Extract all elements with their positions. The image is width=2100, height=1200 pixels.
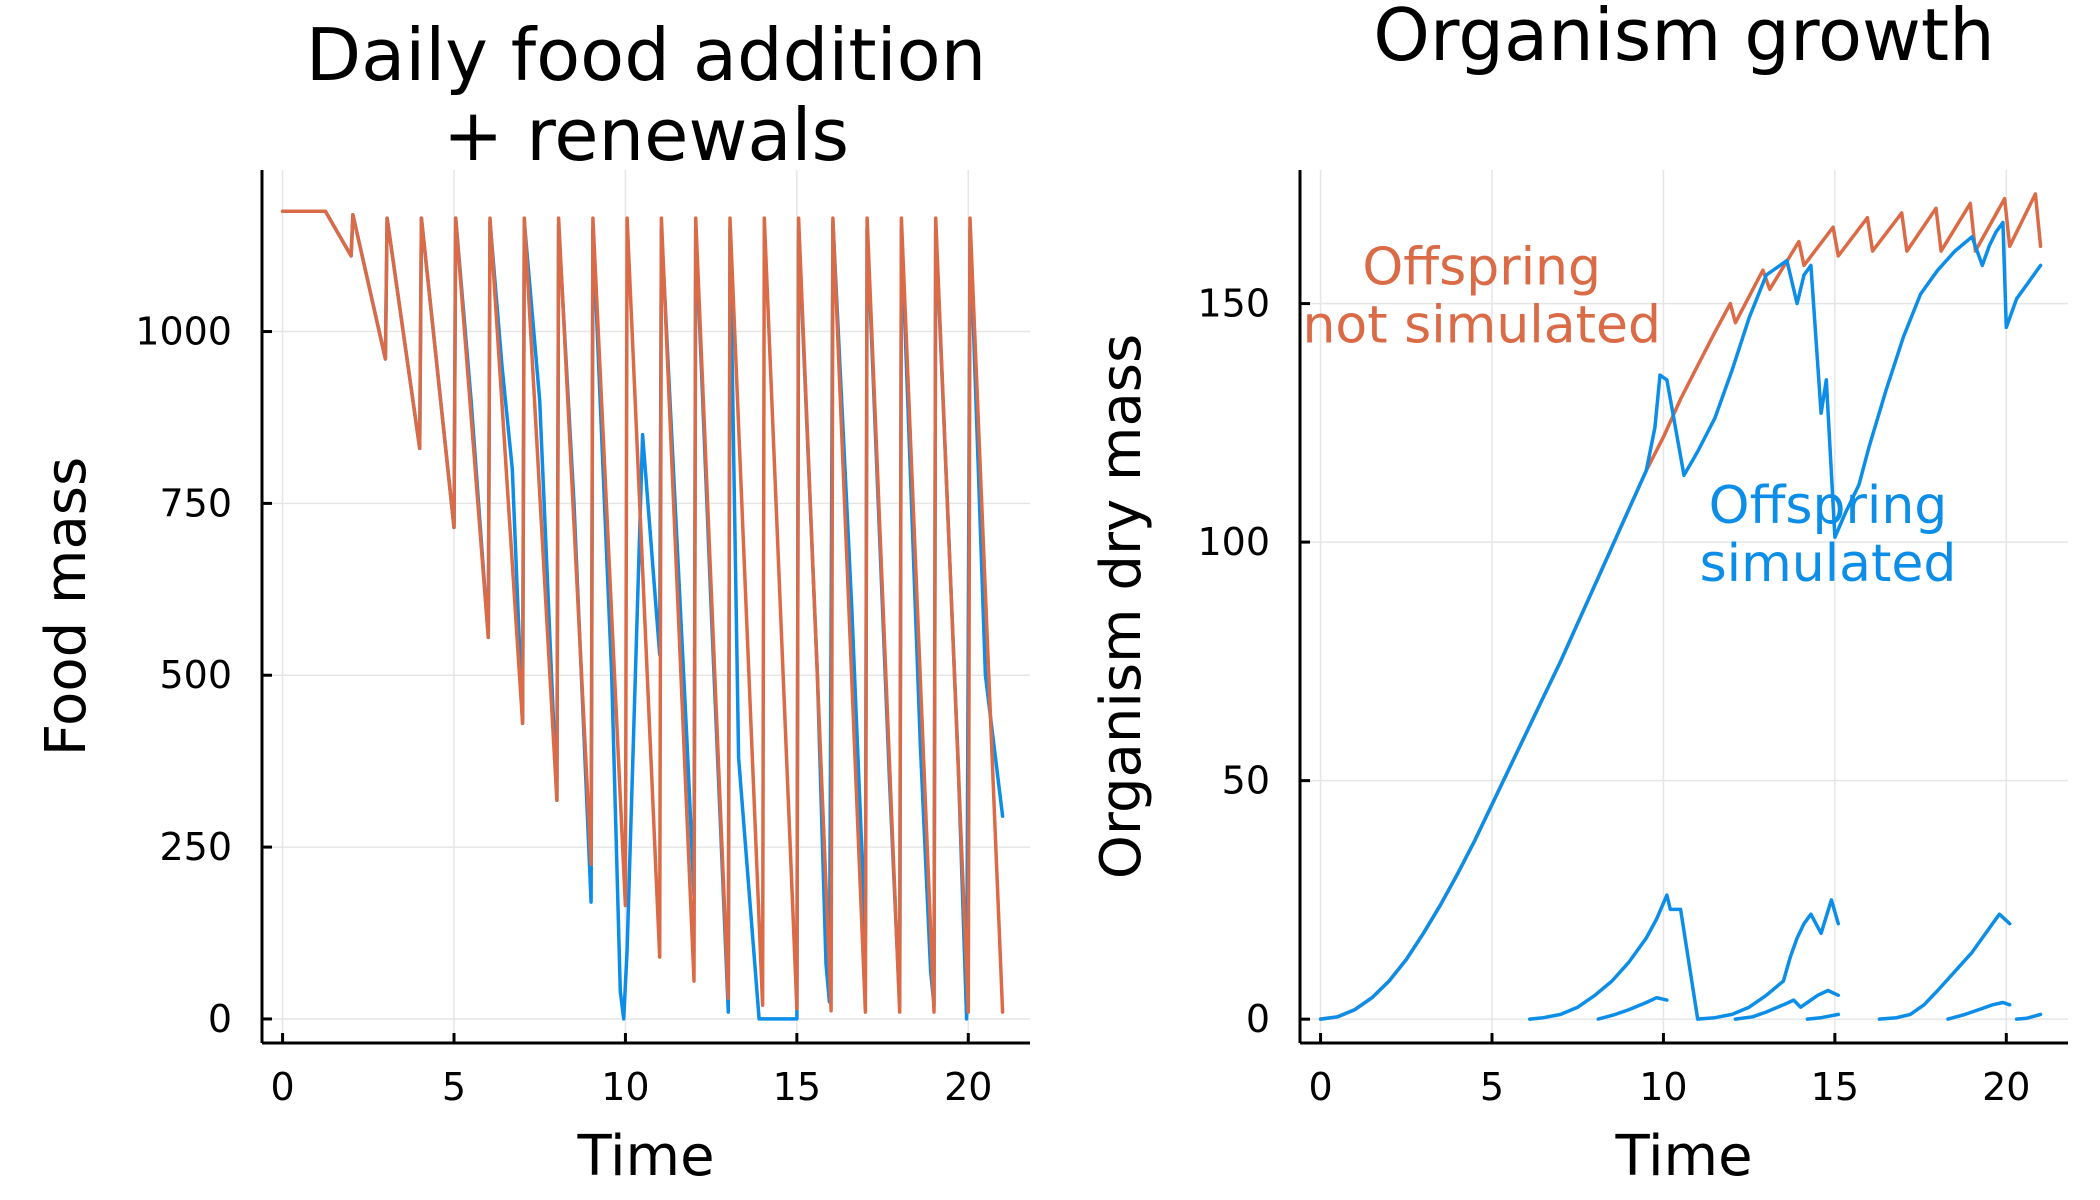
annotation-simulated: simulated: [1700, 534, 1957, 594]
annotation-simulated: Offspring: [1709, 476, 1948, 536]
series-line-simulated: [1318, 220, 2043, 1021]
y-axis-label: Food mass: [34, 457, 99, 756]
y-tick-label: 50: [1222, 759, 1270, 803]
chart-title: Organism growth: [1373, 0, 1995, 77]
chart-title: Daily food addition: [306, 13, 987, 97]
series-line-simulated: [1527, 893, 1841, 1021]
series-line-simulated: [1805, 1012, 1841, 1021]
organism-growth-panel: 0 5 10 15 20 0 50 100 150 Organism growth Time Orga…: [1089, 0, 2068, 1189]
series-line-simulated: [1946, 1000, 2012, 1021]
x-tick-label: 20: [1982, 1065, 2030, 1109]
y-tick-label: 0: [1246, 997, 1270, 1041]
series-line-simulated: [1733, 988, 1841, 1021]
series-line-simulated: [1596, 995, 1669, 1021]
x-tick-label: 20: [944, 1065, 992, 1109]
y-tick-label: 150: [1197, 282, 1270, 326]
x-axis-label: Time: [576, 1124, 714, 1189]
series-line-simulated: [2014, 1012, 2043, 1021]
series-line-not-simulated: [280, 209, 1005, 1014]
x-tick-label: 0: [270, 1065, 294, 1109]
x-tick-label: 5: [442, 1065, 466, 1109]
y-tick-label: 1000: [135, 310, 232, 354]
annotation-not-simulated: Offspring: [1362, 237, 1601, 297]
food-mass-panel: 0 5 10 15 20 0 250 500 750 1000 Daily food additio…: [34, 13, 1030, 1189]
y-tick-label: 500: [159, 653, 232, 697]
y-tick-label: 250: [159, 825, 232, 869]
x-tick-label: 5: [1480, 1065, 1504, 1109]
chart-title: + renewals: [443, 93, 849, 177]
y-tick-label: 750: [159, 481, 232, 525]
x-tick-label: 10: [601, 1065, 649, 1109]
y-axis-label: Organism dry mass: [1089, 334, 1154, 879]
x-tick-label: 15: [1811, 1065, 1859, 1109]
x-tick-label: 0: [1308, 1065, 1332, 1109]
y-tick-label: 0: [208, 997, 232, 1041]
annotation-not-simulated: not simulated: [1302, 295, 1661, 355]
series-line-simulated: [1877, 912, 2012, 1021]
x-axis-label: Time: [1614, 1124, 1752, 1189]
y-tick-label: 100: [1197, 520, 1270, 564]
x-tick-label: 10: [1639, 1065, 1687, 1109]
x-tick-label: 15: [773, 1065, 821, 1109]
